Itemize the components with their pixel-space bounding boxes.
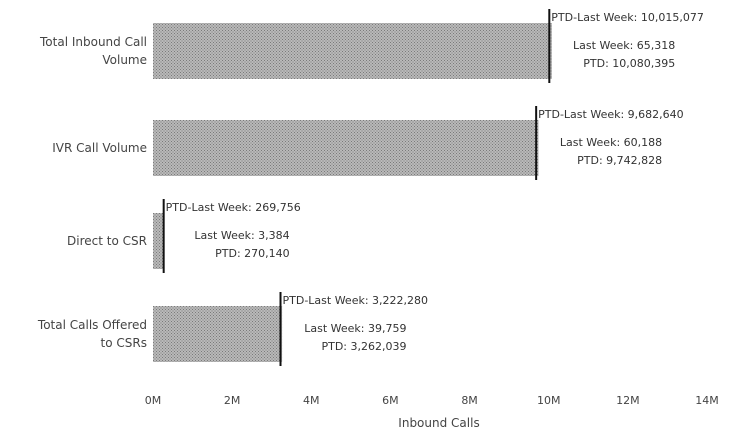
x-axis-title: Inbound Calls (398, 416, 479, 430)
annotation-ptd-last-week: PTD-Last Week: 10,015,077 (551, 11, 704, 24)
annotation-ptd-last-week: PTD-Last Week: 269,756 (166, 201, 301, 214)
bar (153, 23, 552, 79)
reference-lines-layer (162, 9, 551, 366)
x-tick-label: 4M (303, 394, 320, 407)
category-label: Volume (102, 53, 147, 67)
x-tick-label: 8M (461, 394, 478, 407)
annotation-last-week: Last Week: 60,188 (560, 136, 662, 149)
annotation-ptd-last-week: PTD-Last Week: 9,682,640 (538, 108, 684, 121)
annotation-ptd: PTD: 10,080,395 (583, 57, 675, 70)
annotations-layer: PTD-Last Week: 10,015,077 Last Week: 65,3… (166, 11, 704, 353)
x-tick-label: 6M (382, 394, 399, 407)
annotation-ptd-last-week: PTD-Last Week: 3,222,280 (283, 294, 429, 307)
annotation-last-week: Last Week: 39,759 (304, 322, 406, 335)
x-tick-label: 10M (537, 394, 561, 407)
annotation-ptd: PTD: 270,140 (215, 247, 290, 260)
x-tick-label: 2M (224, 394, 241, 407)
category-label: Total Inbound Call (39, 35, 147, 49)
annotation-last-week: Last Week: 65,318 (573, 39, 675, 52)
category-label: Total Calls Offered (37, 318, 147, 332)
category-label: Direct to CSR (67, 234, 147, 248)
annotation-ptd: PTD: 9,742,828 (577, 154, 662, 167)
x-tick-label: 12M (616, 394, 640, 407)
bar (153, 213, 164, 269)
x-tick-label: 0M (145, 394, 162, 407)
bar (153, 120, 539, 176)
category-label: IVR Call Volume (52, 141, 147, 155)
annotation-ptd: PTD: 3,262,039 (321, 340, 406, 353)
category-label: to CSRs (101, 336, 147, 350)
bars-layer (153, 23, 552, 362)
x-tick-labels-layer: 0M 2M 4M 6M 8M 10M 12M 14M (145, 394, 719, 407)
bar (153, 306, 283, 362)
category-labels-layer: Total Inbound Call Volume IVR Call Volume D… (37, 35, 147, 350)
annotation-last-week: Last Week: 3,384 (194, 229, 289, 242)
x-tick-label: 14M (695, 394, 719, 407)
